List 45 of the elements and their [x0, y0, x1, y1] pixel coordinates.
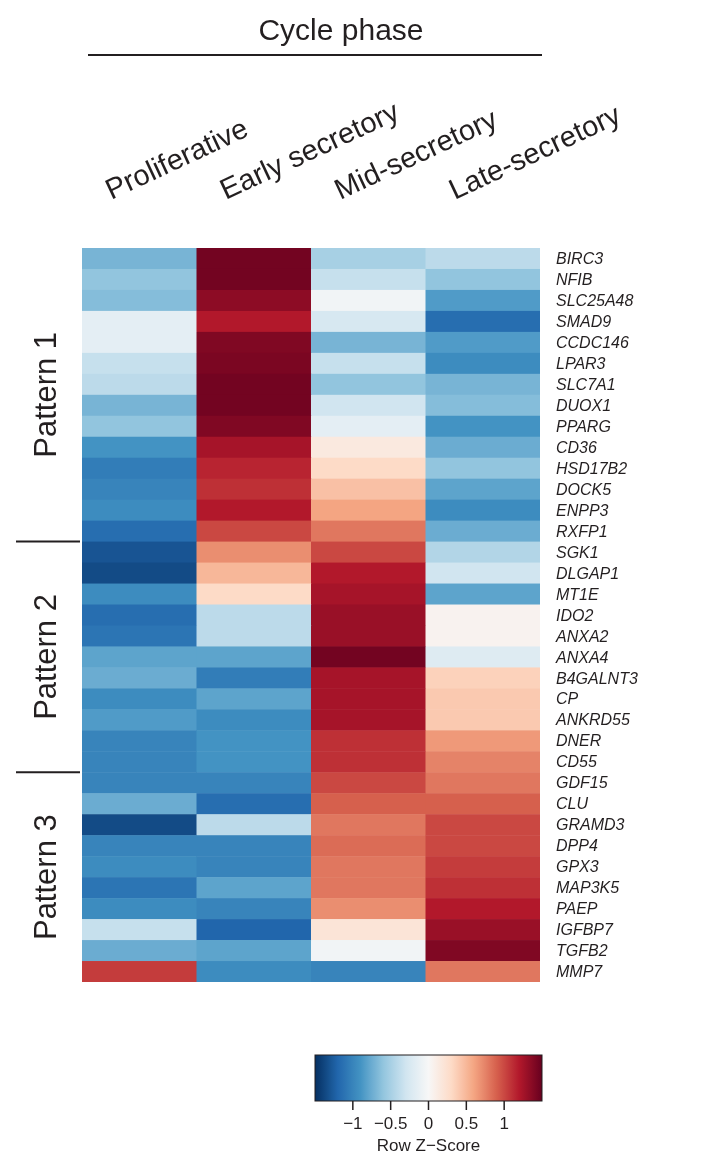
y-tick-label: NFIB: [556, 271, 593, 289]
y-tick-label: ANXA4: [555, 648, 609, 666]
y-tick-label: SGK1: [556, 543, 599, 561]
y-tick-label: HSD17B2: [556, 459, 628, 477]
y-tick-label: SLC7A1: [556, 375, 616, 393]
y-tick-label: DLGAP1: [556, 564, 620, 582]
y-tick-label: IDO2: [556, 606, 594, 624]
y-tick-label: DPP4: [556, 837, 598, 855]
y-tick-label: DUOX1: [556, 396, 612, 414]
y-tick-label: ANXA2: [555, 627, 609, 645]
color-bar-label: −1: [343, 1114, 363, 1133]
y-tick-label: BIRC3: [556, 250, 604, 268]
y-tick-label: LPAR3: [556, 354, 606, 372]
y-tick-label: CD55: [556, 753, 598, 771]
y-tick-label: SLC25A48: [556, 292, 634, 310]
y-tick-label: IGFBP7: [556, 921, 615, 939]
color-bar-label: 1: [499, 1114, 509, 1133]
y-tick-label: TGFB2: [556, 942, 608, 960]
y-tick-label: GDF15: [556, 774, 608, 792]
color-bar-label: 0: [423, 1114, 434, 1133]
color-bar-title: Row Z−Score: [376, 1136, 481, 1155]
y-tick-label: CCDC146: [556, 333, 630, 351]
y-tick-label: B4GALNT3: [556, 669, 638, 687]
text: Pattern 3: [28, 814, 63, 941]
y-tick-label: PPARG: [556, 417, 611, 435]
y-tick-label: GPX3: [556, 858, 599, 876]
color-bar-label: −0.5: [373, 1114, 408, 1133]
y-tick-label: MT1E: [556, 585, 599, 603]
y-tick-label: DNER: [556, 732, 602, 750]
x-axis-title: Cycle phase: [258, 13, 424, 46]
y-tick-label: ENPP3: [556, 501, 609, 519]
y-tick-label: SMAD9: [556, 313, 612, 330]
y-tick-label: GRAMD3: [556, 816, 625, 834]
y-tick-label: CP: [556, 690, 579, 708]
y-tick-label: PAEP: [556, 900, 598, 918]
y-tick-label: MAP3K5: [556, 879, 620, 897]
y-tick-label: RXFP1: [556, 522, 608, 540]
y-tick-label: CD36: [556, 438, 598, 456]
text: Pattern 2: [28, 594, 63, 720]
y-tick-label: ANKRD55: [555, 711, 630, 729]
text: Pattern 1: [28, 331, 63, 458]
y-tick-label: CLU: [556, 795, 589, 813]
color-bar-label: 0.5: [454, 1114, 479, 1133]
y-tick-label: MMP7: [556, 963, 604, 981]
y-tick-label: DOCK5: [556, 480, 612, 498]
